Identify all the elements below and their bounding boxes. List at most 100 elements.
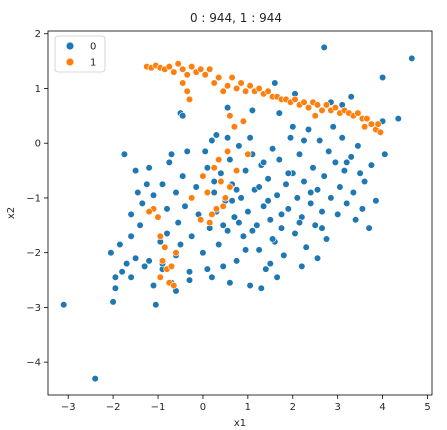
y-tick-label: 0: [35, 139, 41, 150]
point-series-0-1: [91, 375, 99, 383]
point-series-0-152: [264, 197, 272, 205]
legend-marker-0: [66, 42, 74, 50]
point-series-1-61: [221, 194, 229, 202]
x-tick-label: 3: [334, 402, 340, 413]
point-series-0-151: [255, 183, 263, 191]
point-series-1-70: [154, 213, 162, 221]
point-series-0-39: [199, 249, 207, 257]
point-series-0-68: [260, 202, 268, 210]
point-series-1-74: [158, 257, 167, 265]
point-series-0-92: [313, 186, 322, 194]
point-series-0-9: [132, 254, 140, 262]
point-series-0-128: [347, 93, 355, 101]
point-series-1-33: [291, 95, 299, 103]
point-series-0-69: [262, 265, 270, 273]
ticks-layer: −3 −2 −1 0 1 2 3 4 5 −4 −3 −2 −1 0 1 2: [26, 29, 430, 413]
point-series-0-154: [228, 197, 236, 205]
point-series-0-160: [307, 188, 315, 197]
x-tick-label: 1: [245, 402, 251, 413]
point-series-0-36: [188, 232, 196, 240]
point-series-0-57: [235, 142, 243, 150]
point-series-0-119: [379, 73, 387, 82]
point-series-0-91: [311, 221, 319, 229]
legend: 0 1: [54, 35, 106, 73]
point-series-1-80: [172, 249, 180, 257]
point-series-1-21: [237, 79, 245, 87]
point-series-1-16: [215, 73, 223, 82]
point-series-0-75: [275, 156, 283, 164]
point-series-1-56: [226, 112, 234, 120]
point-series-0-76: [277, 224, 286, 232]
point-series-0-125: [179, 112, 187, 120]
point-series-1-67: [199, 172, 207, 180]
point-series-0-159: [260, 158, 268, 166]
point-series-0-79: [284, 205, 292, 213]
point-series-1-78: [170, 281, 178, 290]
point-series-0-2: [109, 298, 117, 306]
x-tick-label: 5: [424, 402, 430, 413]
point-series-0-3: [111, 284, 119, 292]
point-series-1-68: [215, 156, 223, 164]
point-series-0-77: [280, 251, 288, 259]
y-tick-label: −3: [26, 303, 41, 314]
point-series-0-41: [203, 164, 211, 172]
point-series-0-113: [367, 161, 376, 169]
point-series-0-114: [372, 197, 380, 205]
point-series-0-110: [358, 205, 367, 213]
point-series-0-144: [313, 254, 322, 262]
point-series-1-47: [354, 109, 362, 117]
point-series-1-79: [156, 273, 164, 281]
point-series-0-12: [149, 281, 158, 290]
x-tick-label: −1: [151, 402, 166, 413]
point-series-0-157: [269, 235, 277, 243]
point-series-1-17: [219, 87, 227, 95]
point-series-0-82: [291, 229, 299, 238]
point-series-0-145: [203, 265, 211, 273]
point-series-1-84: [219, 202, 227, 210]
point-series-0-60: [242, 167, 250, 175]
point-series-0-116: [381, 150, 389, 158]
point-series-1-19: [228, 73, 236, 82]
point-series-0-141: [257, 284, 265, 292]
point-series-0-137: [127, 232, 135, 240]
points-layer: [60, 43, 416, 383]
point-series-1-25: [255, 84, 263, 93]
point-series-1-89: [311, 112, 319, 120]
point-series-1-69: [224, 147, 232, 155]
point-series-1-87: [361, 123, 369, 131]
point-series-0-163: [210, 177, 218, 186]
point-series-0-37: [192, 183, 200, 191]
point-series-0-104: [340, 167, 349, 175]
point-series-0-26: [149, 191, 158, 199]
point-series-1-14: [206, 65, 214, 73]
point-series-0-93: [316, 136, 324, 145]
point-series-0-109: [356, 169, 364, 177]
point-series-0-96: [322, 235, 331, 243]
point-series-1-12: [197, 65, 205, 73]
point-series-0-134: [143, 180, 151, 188]
point-series-0-132: [208, 136, 216, 145]
plot-frame: [47, 30, 433, 396]
point-series-0-162: [219, 221, 227, 229]
point-series-0-33: [179, 172, 187, 180]
point-series-1-88: [374, 120, 382, 128]
point-series-0-74: [273, 191, 281, 199]
point-series-0-52: [224, 227, 232, 235]
point-series-0-135: [183, 147, 191, 155]
point-series-0-118: [408, 54, 416, 63]
point-series-0-158: [242, 246, 250, 254]
point-series-0-62: [246, 281, 254, 290]
point-series-0-59: [239, 232, 247, 240]
point-series-0-168: [246, 134, 254, 142]
point-series-0-0: [60, 301, 68, 309]
point-series-0-72: [269, 145, 277, 153]
point-series-0-35: [185, 268, 194, 276]
point-series-1-8: [179, 65, 187, 73]
point-series-1-73: [161, 243, 169, 251]
point-series-0-106: [347, 153, 355, 161]
point-series-0-70: [264, 175, 272, 183]
point-series-0-61: [244, 208, 252, 216]
point-series-0-112: [365, 224, 373, 232]
